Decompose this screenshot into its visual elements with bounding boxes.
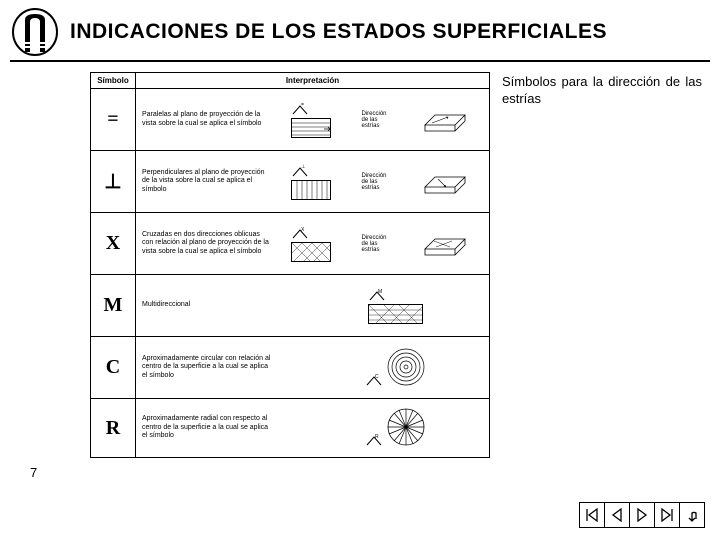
interp-cell: Aproximadamente radial con respecto al c… (136, 399, 489, 457)
content-area: Símbolo Interpretación = Paralelas al pl… (0, 62, 720, 458)
symbol-cell: X (91, 213, 136, 274)
surface-mark-icon: C (365, 373, 383, 387)
symbol-cell: = (91, 89, 136, 150)
table-header: Símbolo Interpretación (91, 73, 489, 89)
surface-mark-icon: X (291, 226, 309, 240)
pattern-parallel-icon (291, 118, 331, 138)
row-illustration: = Dirección de las estrías (278, 102, 483, 138)
table-row: = Paralelas al plano de proyección de la… (91, 89, 489, 151)
row-illustration: M (278, 288, 483, 324)
interp-cell: Perpendiculares al plano de proyección d… (136, 151, 489, 212)
direction-label: Dirección de las estrías (361, 173, 389, 191)
nav-last-button[interactable] (654, 502, 680, 528)
svg-text:R: R (375, 434, 379, 440)
return-icon (684, 507, 700, 523)
next-icon (634, 507, 650, 523)
direction-label: Dirección de las estrías (361, 111, 389, 129)
row-desc: Aproximadamente radial con respecto al c… (142, 415, 272, 440)
pattern-circular-icon (386, 347, 426, 387)
row-desc: Perpendiculares al plano de proyección d… (142, 169, 272, 194)
row-desc: Cruzadas en dos direcciones oblicuas con… (142, 231, 272, 256)
skip-last-icon (659, 507, 675, 523)
row-illustration: ⊥ Dirección de las estrías (278, 164, 483, 200)
pattern-cross-icon (291, 242, 331, 262)
row-illustration: R (278, 407, 483, 449)
direction-label: Dirección de las estrías (361, 235, 389, 253)
nav-first-button[interactable] (579, 502, 605, 528)
svg-text:M: M (378, 289, 382, 295)
symbol-cell: R (91, 399, 136, 457)
nav-next-button[interactable] (629, 502, 655, 528)
symbol-cell: ⊥ (91, 151, 136, 212)
col-symbol-header: Símbolo (91, 73, 136, 88)
interp-cell: Aproximadamente circular con relación al… (136, 337, 489, 398)
prev-icon (609, 507, 625, 523)
interp-cell: Multidireccional M (136, 275, 489, 336)
surface-mark-icon: R (365, 433, 383, 447)
surface-mark-icon: = (291, 102, 309, 116)
table-row: M Multidireccional M (91, 275, 489, 337)
svg-text:⊥: ⊥ (301, 164, 305, 170)
row-desc: Multidireccional (142, 301, 272, 309)
symbol-cell: M (91, 275, 136, 336)
side-caption: Símbolos para la dirección de las estría… (502, 74, 702, 108)
page-number: 7 (30, 465, 37, 480)
table-row: X Cruzadas en dos direcciones oblicuas c… (91, 213, 489, 275)
col-interp-header: Interpretación (136, 73, 489, 88)
nav-return-button[interactable] (679, 502, 705, 528)
row-illustration: X Dirección de las estrías (278, 226, 483, 262)
table-row: R Aproximadamente radial con respecto al… (91, 399, 489, 457)
row-desc: Aproximadamente circular con relación al… (142, 355, 272, 380)
table-row: ⊥ Perpendiculares al plano de proyección… (91, 151, 489, 213)
nav-prev-button[interactable] (604, 502, 630, 528)
pattern-radial-icon (386, 407, 426, 447)
header: INDICACIONES DE LOS ESTADOS SUPERFICIALE… (0, 0, 720, 60)
iso-block-icon (420, 229, 470, 259)
table-row: C Aproximadamente circular con relación … (91, 337, 489, 399)
surface-mark-icon: M (368, 288, 386, 302)
interp-cell: Paralelas al plano de proyección de la v… (136, 89, 489, 150)
nav-controls (579, 502, 705, 528)
svg-text:X: X (301, 227, 305, 233)
row-desc: Paralelas al plano de proyección de la v… (142, 111, 272, 128)
interp-cell: Cruzadas en dos direcciones oblicuas con… (136, 213, 489, 274)
page-title: INDICACIONES DE LOS ESTADOS SUPERFICIALE… (70, 20, 607, 44)
symbols-table: Símbolo Interpretación = Paralelas al pl… (90, 72, 490, 458)
skip-first-icon (584, 507, 600, 523)
pattern-perp-icon (291, 180, 331, 200)
iso-block-icon (420, 105, 470, 135)
svg-text:C: C (375, 374, 379, 380)
iso-block-icon (420, 167, 470, 197)
symbol-cell: C (91, 337, 136, 398)
row-illustration: C (278, 347, 483, 389)
svg-text:=: = (301, 102, 304, 108)
pattern-multi-icon (368, 304, 423, 324)
surface-mark-icon: ⊥ (291, 164, 309, 178)
logo-icon (10, 8, 60, 56)
